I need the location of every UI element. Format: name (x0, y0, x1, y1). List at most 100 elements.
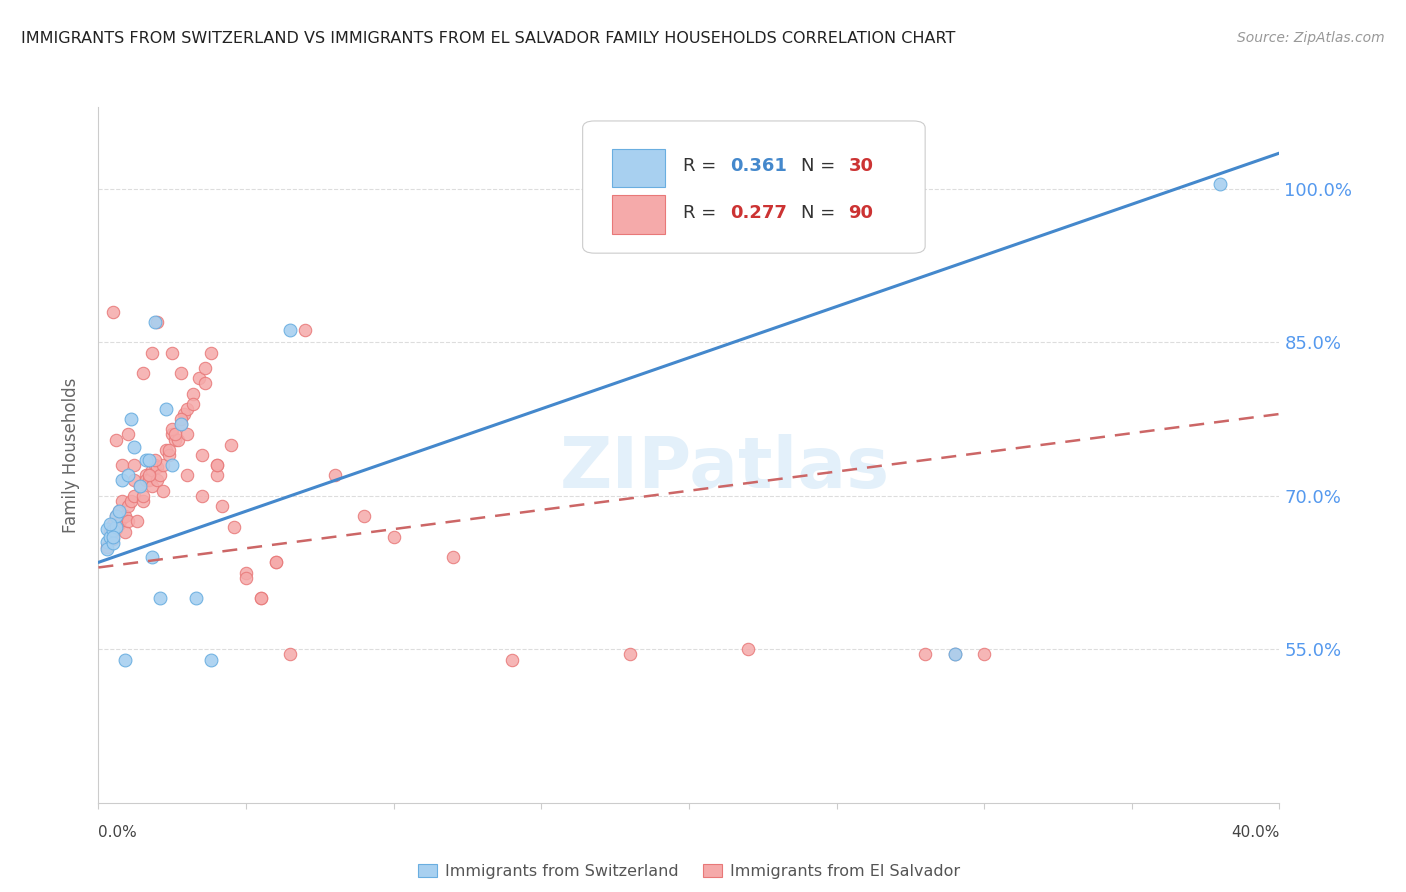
Point (165, 427, 187, 442)
Point (103, 536, 125, 550)
Point (98, 524, 121, 539)
Point (108, 504, 131, 518)
Point (122, 458, 145, 472)
Point (103, 517, 125, 532)
Point (152, 483, 174, 498)
FancyBboxPatch shape (612, 149, 665, 187)
Point (176, 427, 198, 442)
Point (103, 304, 125, 318)
Point (146, 315, 169, 329)
Point (132, 366, 155, 380)
Point (108, 504, 131, 518)
Point (138, 453, 160, 467)
Point (737, 642, 759, 657)
Point (141, 463, 163, 477)
Point (173, 407, 195, 421)
Point (143, 315, 166, 329)
Point (146, 474, 169, 488)
Point (146, 460, 169, 475)
Legend: Immigrants from Switzerland, Immigrants from El Salvador: Immigrants from Switzerland, Immigrants … (412, 857, 966, 885)
Point (114, 509, 136, 524)
Point (117, 499, 139, 513)
Point (120, 494, 142, 508)
Point (96, 535, 118, 549)
Text: R =: R = (683, 204, 723, 222)
Point (170, 366, 193, 380)
Point (138, 468, 160, 483)
Point (157, 442, 180, 457)
Point (122, 474, 145, 488)
Point (170, 417, 193, 432)
Point (170, 412, 193, 426)
Point (250, 591, 273, 606)
Point (162, 422, 183, 436)
Point (96, 542, 118, 557)
Point (914, 648, 936, 662)
Y-axis label: Family Households: Family Households (62, 377, 80, 533)
Point (105, 433, 128, 447)
Point (103, 523, 125, 537)
Point (122, 489, 145, 503)
Point (200, 345, 222, 359)
Point (114, 652, 136, 666)
Point (250, 591, 273, 606)
Text: 0.0%: 0.0% (98, 825, 138, 840)
Text: 40.0%: 40.0% (1232, 825, 1279, 840)
Text: 90: 90 (848, 204, 873, 222)
Point (111, 458, 134, 472)
Point (162, 427, 183, 442)
Point (943, 648, 966, 662)
Point (132, 489, 155, 503)
Point (108, 517, 131, 532)
Point (170, 417, 193, 432)
Point (184, 591, 207, 606)
Point (152, 458, 174, 472)
Point (205, 458, 228, 472)
Point (155, 401, 177, 416)
Point (157, 448, 180, 462)
Point (191, 489, 214, 503)
Point (943, 648, 966, 662)
Text: N =: N = (801, 204, 841, 222)
Point (264, 555, 287, 569)
Point (167, 433, 190, 447)
Point (105, 509, 128, 524)
Point (187, 371, 209, 385)
Point (141, 478, 163, 492)
Point (323, 468, 346, 483)
Point (128, 478, 150, 492)
Point (219, 438, 242, 452)
Point (111, 494, 134, 508)
Point (191, 448, 214, 462)
Point (162, 345, 183, 359)
Point (278, 323, 302, 337)
Point (114, 524, 136, 539)
Point (165, 433, 187, 447)
Point (278, 648, 302, 662)
Point (117, 427, 139, 442)
Point (382, 530, 405, 544)
Text: IMMIGRANTS FROM SWITZERLAND VS IMMIGRANTS FROM EL SALVADOR FAMILY HOUSEHOLDS COR: IMMIGRANTS FROM SWITZERLAND VS IMMIGRANT… (21, 31, 956, 46)
Point (141, 550, 163, 565)
Point (103, 532, 125, 546)
Point (105, 522, 128, 536)
Point (132, 494, 155, 508)
Point (211, 499, 233, 513)
Point (128, 478, 150, 492)
Point (235, 571, 257, 585)
Point (98, 517, 121, 532)
Text: 0.361: 0.361 (730, 157, 787, 175)
Point (181, 397, 204, 411)
Point (111, 474, 134, 488)
Text: 0.277: 0.277 (730, 204, 787, 222)
Point (125, 515, 148, 529)
Point (973, 648, 995, 662)
Point (135, 453, 157, 467)
Point (135, 474, 157, 488)
Point (155, 442, 177, 457)
Point (149, 591, 172, 606)
Point (96, 522, 118, 536)
Point (135, 468, 157, 483)
Point (138, 474, 160, 488)
Point (117, 468, 139, 483)
